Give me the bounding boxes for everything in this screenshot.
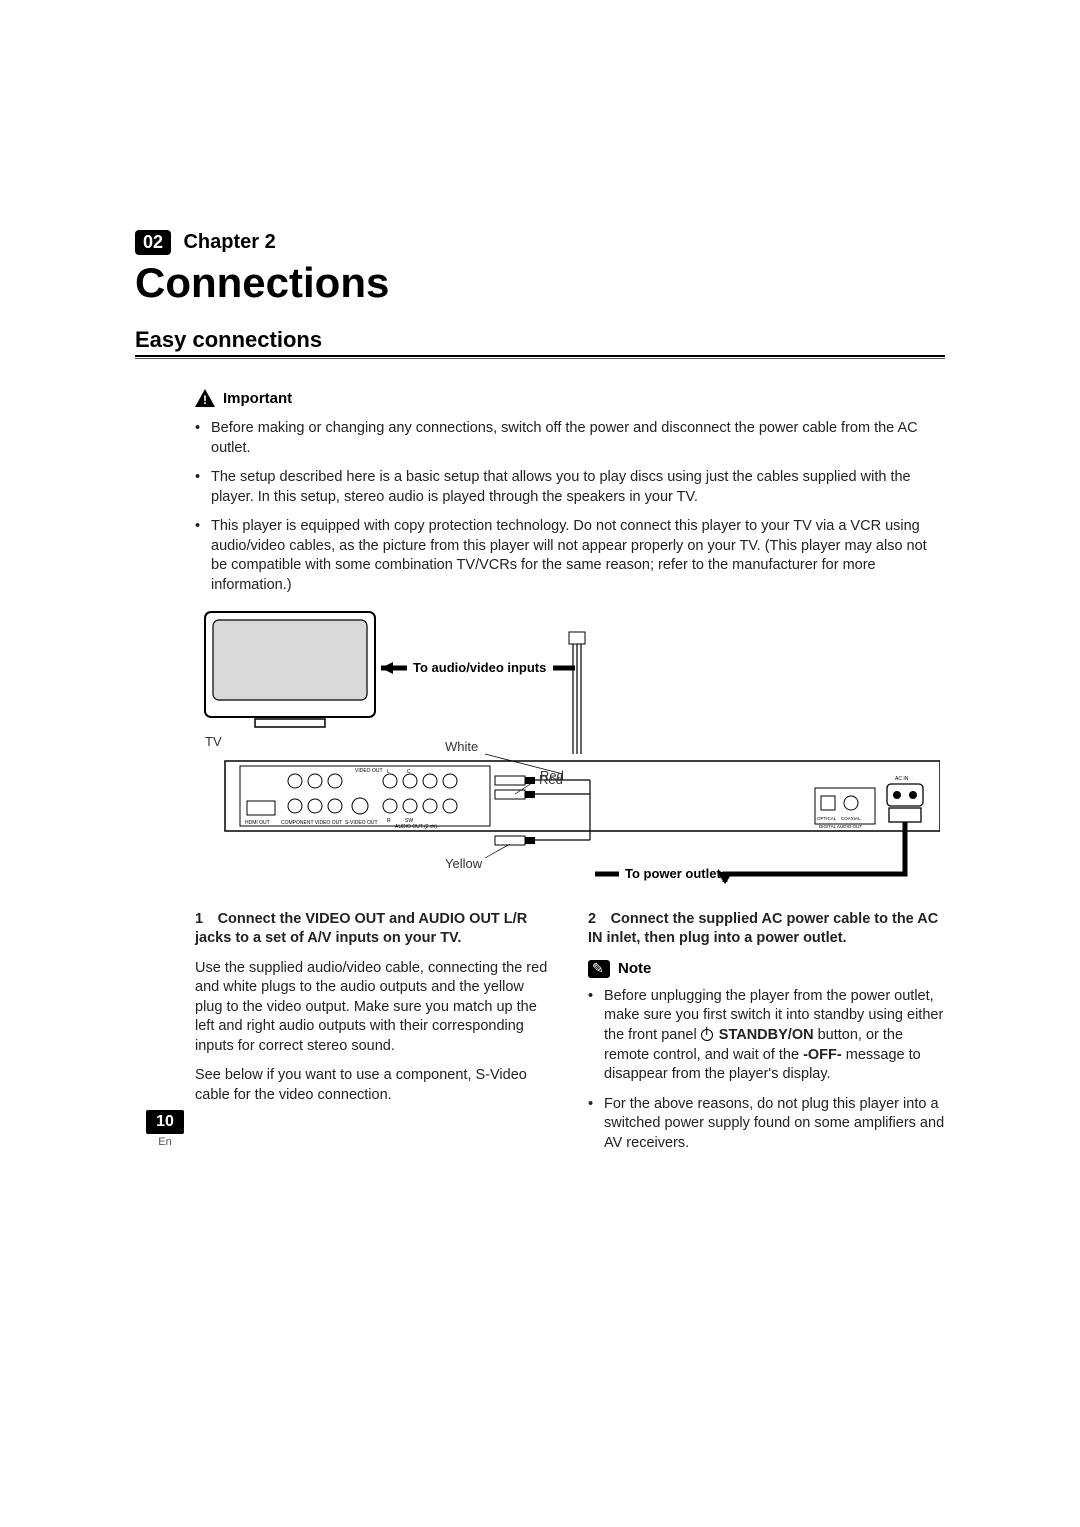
note-item: For the above reasons, do not plug this … [588, 1095, 945, 1154]
list-item: This player is equipped with copy protec… [195, 517, 945, 595]
svg-text:COMPONENT VIDEO OUT: COMPONENT VIDEO OUT [281, 820, 342, 826]
svg-text:C: C [407, 769, 411, 775]
step1-heading: 1 Connect the VIDEO OUT and AUDIO OUT L/… [195, 910, 552, 949]
to-av-inputs-label: To audio/video inputs [413, 660, 546, 675]
chapter-label: Chapter 2 [183, 231, 275, 253]
svg-text:R: R [387, 818, 391, 824]
chapter-title: Connections [135, 259, 945, 307]
svg-text:OPTICAL: OPTICAL [817, 816, 837, 821]
svg-text:S-VIDEO OUT: S-VIDEO OUT [345, 820, 378, 826]
svg-text:Red: Red [539, 772, 563, 787]
step1-text: Use the supplied audio/video cable, conn… [195, 959, 552, 1057]
step2-heading: 2 Connect the supplied AC power cable to… [588, 910, 945, 949]
list-item: The setup described here is a basic setu… [195, 468, 945, 507]
section-title: Easy connections [135, 327, 945, 353]
important-callout: ! Important [195, 389, 945, 407]
note-label: Note [618, 959, 651, 979]
page-number: 10 [146, 1110, 184, 1134]
note-item: Before unplugging the player from the po… [588, 987, 945, 1085]
svg-text:COAXIAL: COAXIAL [841, 816, 861, 821]
white-label: White [445, 739, 478, 754]
svg-text:L: L [387, 769, 390, 775]
warning-icon: ! [195, 389, 215, 407]
chapter-badge: 02 [135, 230, 171, 255]
list-item: Before making or changing any connection… [195, 419, 945, 458]
connection-diagram: TV To audio/video inputs White HDMI OUT [195, 606, 945, 886]
page-lang: En [135, 1136, 195, 1148]
step2-column: 2 Connect the supplied AC power cable to… [588, 910, 945, 1164]
yellow-label: Yellow [445, 856, 483, 871]
important-label: Important [223, 390, 292, 407]
svg-text:AC IN: AC IN [895, 776, 909, 782]
note-callout: Note [588, 959, 945, 979]
important-list: Before making or changing any connection… [195, 419, 945, 596]
svg-text:HDMI OUT: HDMI OUT [245, 820, 270, 826]
page-footer: 10 En [135, 1110, 195, 1148]
to-power-label: To power outlet [625, 866, 721, 881]
svg-text:VIDEO OUT: VIDEO OUT [355, 768, 383, 774]
section-rule [135, 355, 945, 359]
svg-text:DIGITAL AUDIO OUT: DIGITAL AUDIO OUT [819, 824, 862, 829]
note-icon [588, 960, 610, 978]
power-icon [701, 1029, 713, 1041]
svg-text:AUDIO OUT (2 ch): AUDIO OUT (2 ch) [395, 824, 437, 830]
step1-text2: See below if you want to use a component… [195, 1066, 552, 1105]
step1-column: 1 Connect the VIDEO OUT and AUDIO OUT L/… [195, 910, 552, 1164]
tv-label: TV [205, 734, 222, 749]
svg-text:!: ! [203, 393, 207, 407]
